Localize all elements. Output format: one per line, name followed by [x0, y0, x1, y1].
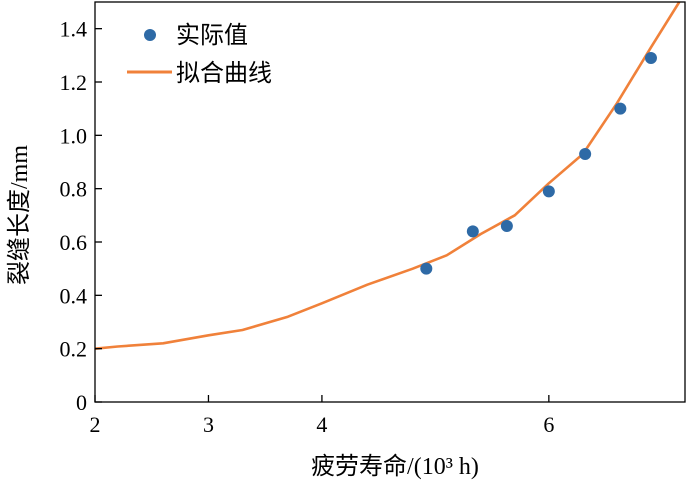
- data-points-layer: [420, 52, 657, 275]
- data-point: [500, 220, 513, 232]
- y-tick-label: 0: [76, 390, 87, 415]
- x-tick-label: 2: [90, 412, 101, 437]
- y-tick-label: 0.4: [60, 283, 88, 308]
- data-point: [644, 52, 657, 64]
- data-point: [466, 225, 479, 238]
- x-tick-label: 6: [543, 412, 554, 437]
- y-axis-title: 裂缝长度/mm: [6, 145, 33, 285]
- legend: 实际值 拟合曲线: [127, 22, 272, 87]
- y-tick-label: 0.6: [60, 230, 88, 255]
- data-point: [542, 185, 555, 198]
- x-tick-label: 4: [316, 412, 327, 437]
- fit-curve-layer: [94, 1, 681, 350]
- y-tick-label: 1.0: [60, 123, 88, 148]
- x-axis-title: 疲劳寿命/(10³ h): [311, 453, 479, 480]
- y-tick-label: 1.4: [60, 17, 88, 42]
- legend-label-scatter: 实际值: [176, 22, 248, 49]
- y-tick-label: 0.2: [60, 337, 88, 362]
- y-tick-label: 0.8: [60, 177, 88, 202]
- legend-label-line: 拟合曲线: [176, 60, 272, 87]
- data-point: [579, 148, 592, 160]
- data-point: [420, 262, 433, 275]
- legend-marker-scatter: [144, 29, 156, 41]
- fit-curve-line: [94, 1, 681, 350]
- plot-frame: [94, 1, 686, 403]
- x-tick-label: 3: [203, 412, 214, 437]
- y-tick-label: 1.2: [60, 70, 88, 95]
- data-point: [614, 102, 627, 115]
- ticks-layer: 2 3 4 6 0 0.2 0.4 0.6 0.8 1.0 1.2 1.4: [60, 17, 555, 437]
